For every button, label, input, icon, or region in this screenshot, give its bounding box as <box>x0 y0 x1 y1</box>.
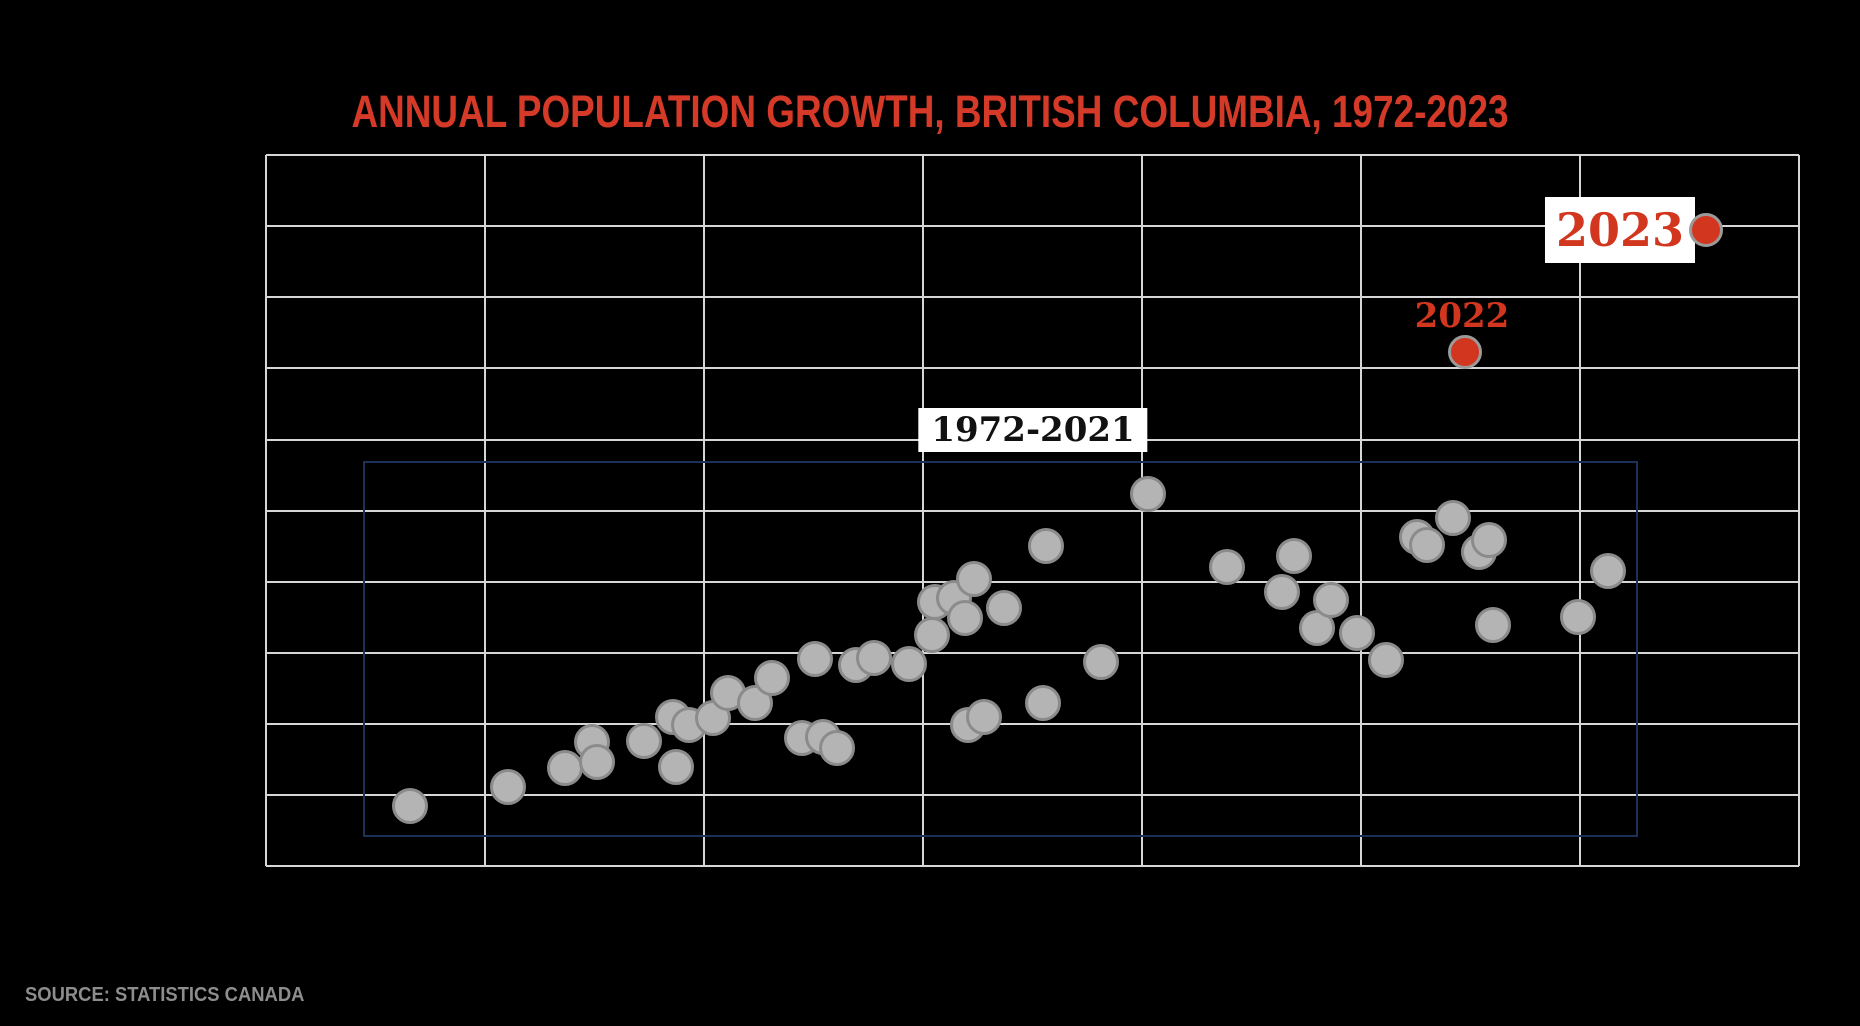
dot-1972-2021 <box>754 660 790 696</box>
horizontal-gridline <box>266 865 1799 867</box>
dot-1972-2021 <box>1025 685 1061 721</box>
horizontal-gridline <box>266 652 1799 654</box>
dot-1972-2021 <box>1475 607 1511 643</box>
dot-1972-2021 <box>1209 549 1245 585</box>
horizontal-gridline <box>266 723 1799 725</box>
dot-1972-2021 <box>891 646 927 682</box>
dot-1972-2021 <box>1083 644 1119 680</box>
dot-1972-2021 <box>1130 476 1166 512</box>
dot-1972-2021 <box>947 600 983 636</box>
vertical-gridline <box>1798 155 1800 866</box>
dot-1972-2021 <box>986 590 1022 626</box>
horizontal-gridline <box>266 154 1799 156</box>
highlight-rect-1972-2021 <box>363 461 1638 837</box>
dot-1972-2021 <box>547 750 583 786</box>
horizontal-gridline <box>266 794 1799 796</box>
dot-1972-2021 <box>490 769 526 805</box>
dot-1972-2021 <box>1560 599 1596 635</box>
dot-1972-2021 <box>1471 522 1507 558</box>
dot-1972-2021 <box>1028 528 1064 564</box>
dot-1972-2021 <box>1276 538 1312 574</box>
horizontal-gridline <box>266 296 1799 298</box>
dot-1972-2021 <box>1264 574 1300 610</box>
chart-title: ANNUAL POPULATION GROWTH, BRITISH COLUMB… <box>351 86 1509 137</box>
dot-1972-2021 <box>392 788 428 824</box>
dot-1972-2021 <box>956 561 992 597</box>
dot-1972-2021 <box>1409 527 1445 563</box>
horizontal-gridline <box>266 225 1799 227</box>
dot-1972-2021 <box>914 617 950 653</box>
dot-1972-2021 <box>1313 582 1349 618</box>
dot-1972-2021 <box>579 744 615 780</box>
horizontal-gridline <box>266 367 1799 369</box>
horizontal-gridline <box>266 581 1799 583</box>
dot-2022 <box>1448 335 1482 369</box>
annotation-2023: 2023 <box>1544 197 1696 263</box>
dot-1972-2021 <box>1435 500 1471 536</box>
dot-1972-2021 <box>1590 553 1626 589</box>
dot-2023 <box>1689 213 1723 247</box>
annotation-1972-2021: 1972-2021 <box>918 408 1148 452</box>
dot-1972-2021 <box>1368 642 1404 678</box>
dot-1972-2021 <box>819 730 855 766</box>
dot-1972-2021 <box>856 640 892 676</box>
annotation-2022: 2022 <box>1414 296 1510 336</box>
dot-1972-2021 <box>966 699 1002 735</box>
source-credit: SOURCE: STATISTICS CANADA <box>25 984 305 1006</box>
dot-1972-2021 <box>797 641 833 677</box>
dot-1972-2021 <box>626 723 662 759</box>
horizontal-gridline <box>266 510 1799 512</box>
dot-1972-2021 <box>658 749 694 785</box>
dot-1972-2021 <box>1339 615 1375 651</box>
